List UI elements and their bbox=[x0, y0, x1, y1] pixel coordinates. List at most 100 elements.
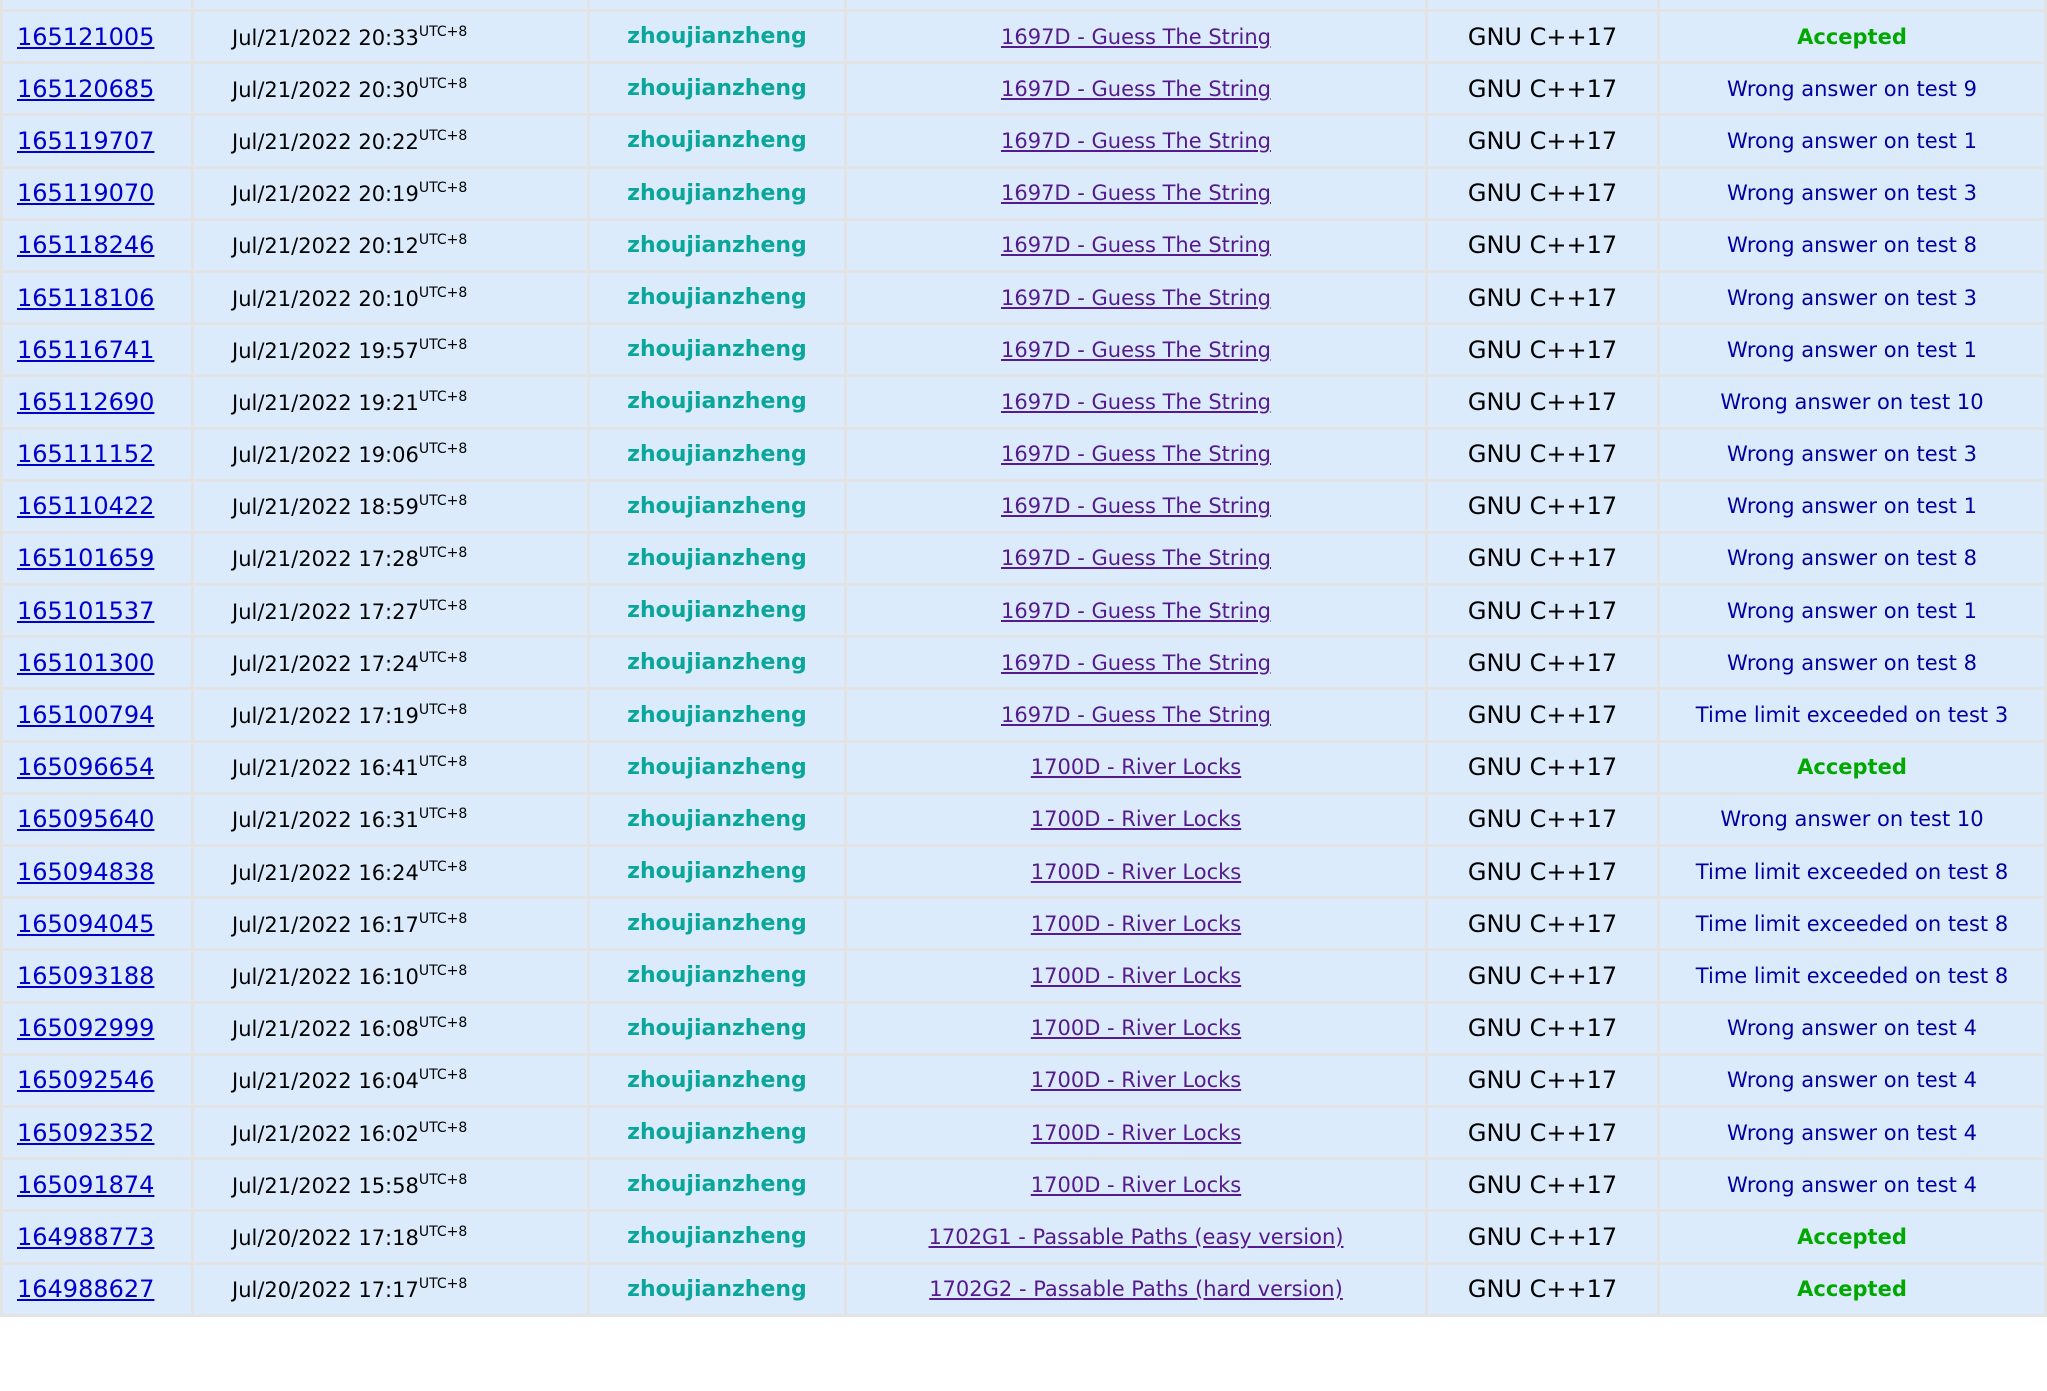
submission-id-link[interactable]: 165112690 bbox=[17, 387, 155, 416]
problem-link[interactable]: 1700D - River Locks bbox=[1030, 1068, 1242, 1093]
problem-link[interactable]: 1700D - River Locks bbox=[1030, 911, 1242, 936]
problem-link[interactable]: 1697D - Guess The String bbox=[1000, 703, 1271, 728]
author-link[interactable]: zhoujianzheng bbox=[627, 389, 807, 415]
cell bbox=[0, 0, 194, 12]
author-link[interactable]: zhoujianzheng bbox=[627, 180, 807, 206]
submission-id-link[interactable]: 165101537 bbox=[17, 596, 155, 625]
author-link[interactable]: zhoujianzheng bbox=[627, 702, 807, 728]
author-link[interactable]: zhoujianzheng bbox=[627, 859, 807, 885]
verdict-cell: Wrong answer on test 1 bbox=[1657, 113, 2047, 169]
problem-link[interactable]: 1697D - Guess The String bbox=[1000, 233, 1271, 258]
submission-id-link[interactable]: 165093188 bbox=[17, 961, 155, 990]
problem-cell: 1697D - Guess The String bbox=[844, 687, 1428, 743]
submission-id-link[interactable]: 164988627 bbox=[17, 1275, 155, 1304]
author-link[interactable]: zhoujianzheng bbox=[627, 1276, 807, 1302]
submission-id-link[interactable]: 165111152 bbox=[17, 440, 155, 469]
author-link[interactable]: zhoujianzheng bbox=[627, 963, 807, 989]
submission-id-link[interactable]: 165119707 bbox=[17, 126, 155, 155]
submission-id-link[interactable]: 165118246 bbox=[17, 231, 155, 260]
problem-link[interactable]: 1697D - Guess The String bbox=[1000, 442, 1271, 467]
problem-link[interactable]: 1697D - Guess The String bbox=[1000, 181, 1271, 206]
submission-id-cell: 165096654 bbox=[0, 739, 194, 795]
when-cell: Jul/21/2022 18:59UTC+8 bbox=[191, 478, 590, 534]
submission-row: 165110422 Jul/21/2022 18:59UTC+8 zhoujianz… bbox=[0, 478, 2047, 534]
submission-id-link[interactable]: 165118106 bbox=[17, 283, 155, 312]
author-link[interactable]: zhoujianzheng bbox=[627, 285, 807, 311]
author-cell: zhoujianzheng bbox=[587, 322, 847, 378]
submission-id-link[interactable]: 165094838 bbox=[17, 857, 155, 886]
author-link[interactable]: zhoujianzheng bbox=[627, 1067, 807, 1093]
author-link[interactable]: zhoujianzheng bbox=[627, 598, 807, 624]
submission-row: 165094045 Jul/21/2022 16:17UTC+8 zhoujianz… bbox=[0, 896, 2047, 952]
author-link[interactable]: zhoujianzheng bbox=[627, 1120, 807, 1146]
author-link[interactable]: zhoujianzheng bbox=[627, 493, 807, 519]
submission-id-link[interactable]: 165116741 bbox=[17, 335, 155, 364]
problem-link[interactable]: 1697D - Guess The String bbox=[1000, 598, 1271, 623]
submission-id-link[interactable]: 165121005 bbox=[17, 22, 155, 51]
author-link[interactable]: zhoujianzheng bbox=[627, 754, 807, 780]
submission-id-link[interactable]: 165092546 bbox=[17, 1066, 155, 1095]
submission-id-cell: 165100794 bbox=[0, 687, 194, 743]
submission-id-link[interactable]: 165120685 bbox=[17, 74, 155, 103]
author-link[interactable]: zhoujianzheng bbox=[627, 76, 807, 102]
submission-id-link[interactable]: 164988773 bbox=[17, 1222, 155, 1251]
problem-link[interactable]: 1700D - River Locks bbox=[1030, 1016, 1242, 1041]
submission-id-link[interactable]: 165100794 bbox=[17, 701, 155, 730]
problem-link[interactable]: 1700D - River Locks bbox=[1030, 755, 1242, 780]
problem-link[interactable]: 1697D - Guess The String bbox=[1000, 650, 1271, 675]
problem-link[interactable]: 1700D - River Locks bbox=[1030, 1172, 1242, 1197]
submission-id-link[interactable]: 165095640 bbox=[17, 805, 155, 834]
timezone-label: UTC+8 bbox=[418, 180, 468, 197]
submission-id-link[interactable]: 165110422 bbox=[17, 492, 155, 521]
language-cell: GNU C++17 bbox=[1425, 896, 1660, 952]
submission-id-link[interactable]: 165101300 bbox=[17, 648, 155, 677]
submission-id-link[interactable]: 165092352 bbox=[17, 1118, 155, 1147]
submission-row: 165100794 Jul/21/2022 17:19UTC+8 zhoujianz… bbox=[0, 687, 2047, 743]
author-link[interactable]: zhoujianzheng bbox=[627, 806, 807, 832]
language-cell: GNU C++17 bbox=[1425, 165, 1660, 221]
problem-link[interactable]: 1702G2 - Passable Paths (hard version) bbox=[929, 1277, 1343, 1302]
when-cell: Jul/21/2022 20:10UTC+8 bbox=[191, 269, 590, 326]
problem-link[interactable]: 1700D - River Locks bbox=[1030, 807, 1242, 832]
author-link[interactable]: zhoujianzheng bbox=[627, 441, 807, 467]
author-cell: zhoujianzheng bbox=[587, 948, 847, 1004]
author-link[interactable]: zhoujianzheng bbox=[627, 128, 807, 154]
submission-id-link[interactable]: 165096654 bbox=[17, 753, 155, 782]
problem-link[interactable]: 1697D - Guess The String bbox=[1000, 546, 1271, 571]
author-link[interactable]: zhoujianzheng bbox=[627, 1172, 807, 1198]
problem-link[interactable]: 1700D - River Locks bbox=[1030, 963, 1242, 988]
author-link[interactable]: zhoujianzheng bbox=[627, 337, 807, 363]
problem-link[interactable]: 1697D - Guess The String bbox=[1000, 128, 1271, 153]
when-cell: Jul/21/2022 16:02UTC+8 bbox=[191, 1104, 590, 1161]
timezone-label: UTC+8 bbox=[418, 754, 468, 771]
problem-link[interactable]: 1697D - Guess The String bbox=[1000, 24, 1271, 49]
problem-link[interactable]: 1697D - Guess The String bbox=[1000, 76, 1271, 101]
author-link[interactable]: zhoujianzheng bbox=[627, 1224, 807, 1250]
author-link[interactable]: zhoujianzheng bbox=[627, 1015, 807, 1041]
submission-time: Jul/21/2022 19:21 bbox=[232, 390, 419, 415]
problem-link[interactable]: 1700D - River Locks bbox=[1030, 1120, 1242, 1145]
verdict-cell: Accepted bbox=[1657, 1261, 2047, 1317]
submission-id-link[interactable]: 165101659 bbox=[17, 544, 155, 573]
submission-id-link[interactable]: 165094045 bbox=[17, 909, 155, 938]
submission-id-link[interactable]: 165092999 bbox=[17, 1014, 155, 1043]
problem-link[interactable]: 1702G1 - Passable Paths (easy version) bbox=[928, 1224, 1344, 1249]
author-link[interactable]: zhoujianzheng bbox=[627, 232, 807, 258]
submission-row: 165093188 Jul/21/2022 16:10UTC+8 zhoujianz… bbox=[0, 948, 2047, 1004]
language-cell: GNU C++17 bbox=[1425, 1000, 1660, 1056]
when-cell: Jul/21/2022 16:17UTC+8 bbox=[191, 896, 590, 952]
author-cell: zhoujianzheng bbox=[587, 374, 847, 430]
submission-time: Jul/21/2022 20:12 bbox=[232, 234, 419, 259]
problem-link[interactable]: 1697D - Guess The String bbox=[1000, 337, 1271, 362]
author-link[interactable]: zhoujianzheng bbox=[627, 24, 807, 50]
author-link[interactable]: zhoujianzheng bbox=[627, 911, 807, 937]
submission-id-link[interactable]: 165091874 bbox=[17, 1170, 155, 1199]
problem-link[interactable]: 1697D - Guess The String bbox=[1000, 285, 1271, 310]
submission-id-link[interactable]: 165119070 bbox=[17, 179, 155, 208]
author-link[interactable]: zhoujianzheng bbox=[627, 650, 807, 676]
timezone-label: UTC+8 bbox=[418, 388, 468, 405]
author-link[interactable]: zhoujianzheng bbox=[627, 545, 807, 571]
problem-link[interactable]: 1697D - Guess The String bbox=[1000, 494, 1271, 519]
problem-link[interactable]: 1697D - Guess The String bbox=[1000, 389, 1271, 414]
problem-link[interactable]: 1700D - River Locks bbox=[1030, 859, 1242, 884]
